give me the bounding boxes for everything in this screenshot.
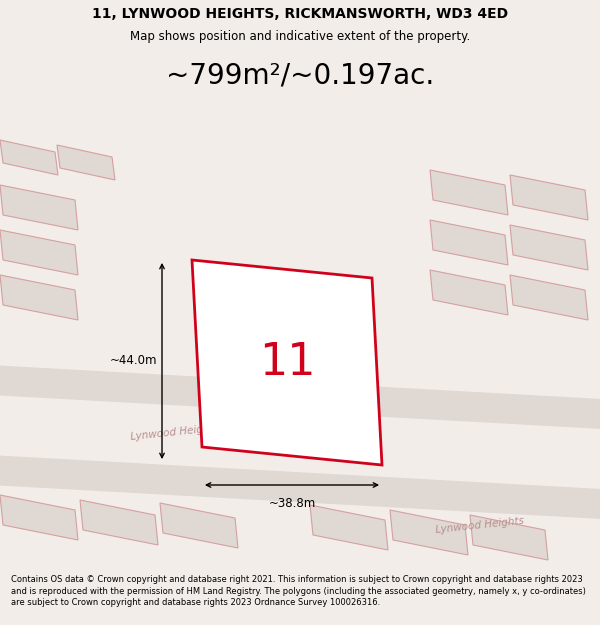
Polygon shape bbox=[0, 230, 78, 275]
Polygon shape bbox=[430, 270, 508, 315]
Text: Lynwood Heights: Lynwood Heights bbox=[130, 422, 220, 442]
Text: Map shows position and indicative extent of the property.: Map shows position and indicative extent… bbox=[130, 31, 470, 43]
Text: ~38.8m: ~38.8m bbox=[268, 497, 316, 510]
Polygon shape bbox=[57, 145, 115, 180]
Text: ~44.0m: ~44.0m bbox=[110, 354, 157, 367]
Polygon shape bbox=[510, 175, 588, 220]
Text: ~799m²/~0.197ac.: ~799m²/~0.197ac. bbox=[166, 62, 434, 90]
Text: Contains OS data © Crown copyright and database right 2021. This information is : Contains OS data © Crown copyright and d… bbox=[11, 575, 586, 608]
Text: 11, LYNWOOD HEIGHTS, RICKMANSWORTH, WD3 4ED: 11, LYNWOOD HEIGHTS, RICKMANSWORTH, WD3 … bbox=[92, 8, 508, 21]
Polygon shape bbox=[0, 365, 600, 430]
Polygon shape bbox=[0, 275, 78, 320]
Polygon shape bbox=[430, 170, 508, 215]
Text: Lynwood Heights: Lynwood Heights bbox=[435, 516, 525, 534]
Polygon shape bbox=[160, 503, 238, 548]
Polygon shape bbox=[430, 220, 508, 265]
Polygon shape bbox=[0, 140, 58, 175]
Polygon shape bbox=[310, 505, 388, 550]
Polygon shape bbox=[470, 515, 548, 560]
Polygon shape bbox=[510, 275, 588, 320]
Polygon shape bbox=[390, 510, 468, 555]
Polygon shape bbox=[0, 495, 78, 540]
Text: 11: 11 bbox=[259, 341, 315, 384]
Polygon shape bbox=[0, 455, 600, 520]
Polygon shape bbox=[0, 185, 78, 230]
Polygon shape bbox=[510, 225, 588, 270]
Polygon shape bbox=[192, 260, 382, 465]
Polygon shape bbox=[80, 500, 158, 545]
